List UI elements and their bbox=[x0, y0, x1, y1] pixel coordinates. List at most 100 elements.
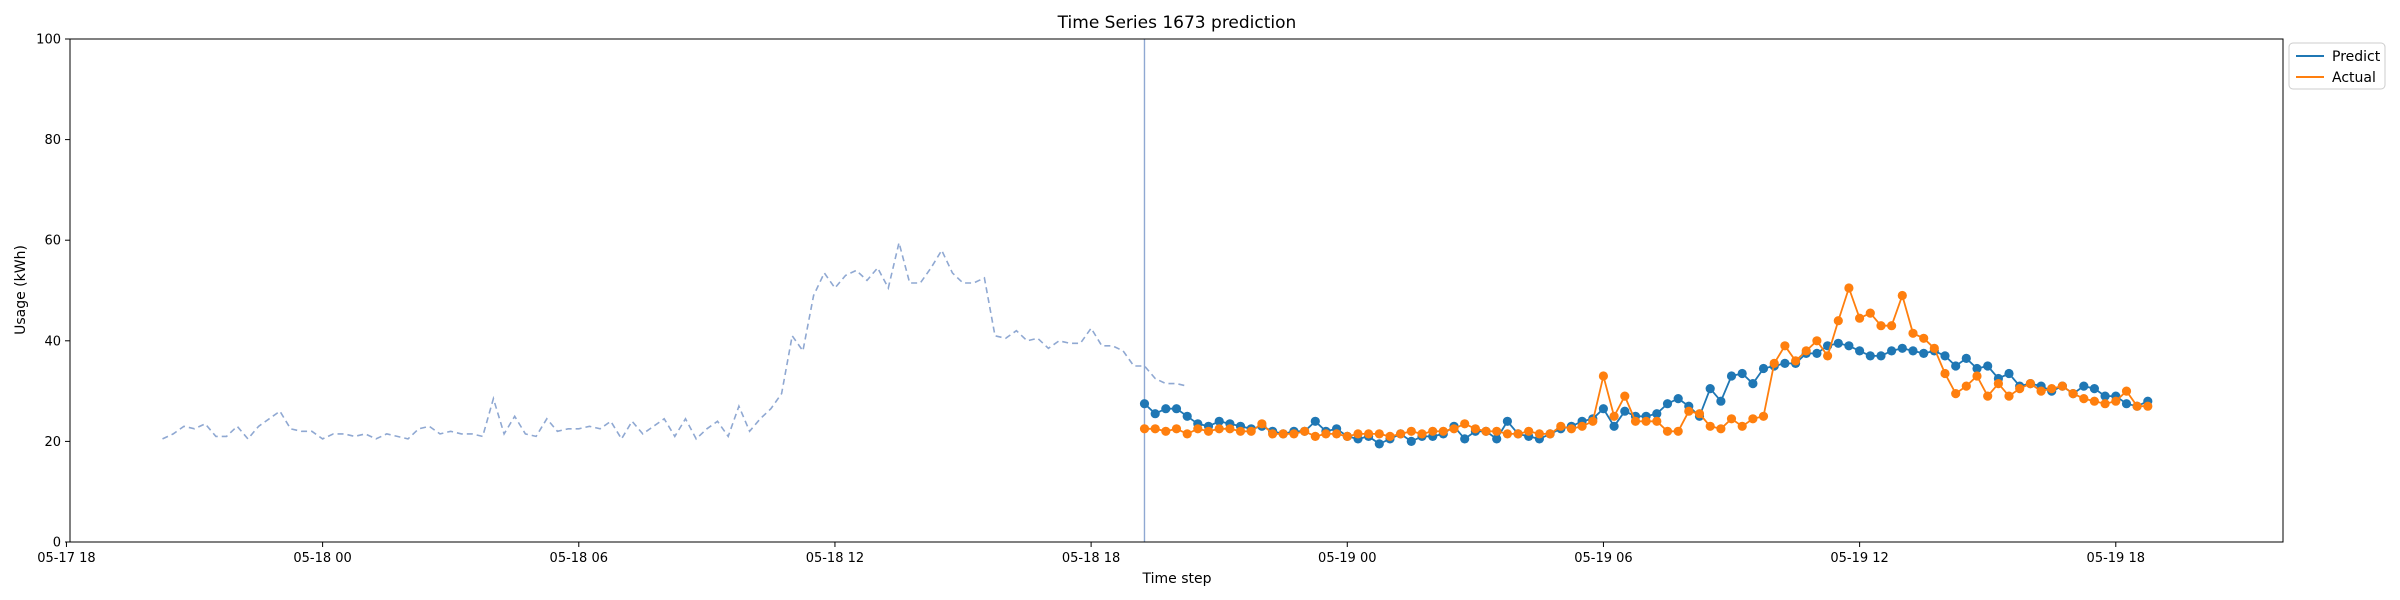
data-point bbox=[2047, 384, 2057, 394]
data-point bbox=[1865, 308, 1875, 318]
series-layer bbox=[1139, 283, 2153, 449]
data-point bbox=[1876, 321, 1886, 331]
x-tick-label: 05-18 18 bbox=[1062, 551, 1120, 566]
data-point bbox=[1620, 406, 1630, 416]
data-point bbox=[1641, 416, 1651, 426]
data-point bbox=[1289, 429, 1299, 439]
data-point bbox=[1577, 421, 1587, 431]
data-point bbox=[1502, 416, 1512, 426]
data-point bbox=[1972, 371, 1982, 381]
data-point bbox=[1310, 416, 1320, 426]
data-point bbox=[1780, 358, 1790, 368]
data-point bbox=[1513, 429, 1523, 439]
data-point bbox=[1203, 426, 1214, 436]
data-point bbox=[1492, 434, 1502, 444]
data-point bbox=[1460, 419, 1470, 429]
data-point bbox=[1705, 384, 1715, 394]
data-point bbox=[1908, 328, 1918, 338]
x-tick-label: 05-19 12 bbox=[1830, 551, 1888, 566]
x-tick-label: 05-19 18 bbox=[2087, 551, 2145, 566]
data-point bbox=[1481, 426, 1491, 436]
data-point bbox=[1919, 348, 1929, 358]
history-line bbox=[162, 242, 1188, 441]
data-point bbox=[1748, 414, 1758, 424]
data-point bbox=[1278, 429, 1288, 439]
y-tick-label: 20 bbox=[44, 435, 61, 450]
data-point bbox=[1268, 429, 1278, 439]
y-tick-label: 100 bbox=[36, 33, 61, 48]
data-point bbox=[1876, 351, 1886, 361]
plot-area bbox=[70, 39, 2283, 542]
data-point bbox=[1214, 416, 1224, 426]
data-point bbox=[1940, 368, 1950, 379]
data-point bbox=[2111, 396, 2121, 406]
data-point bbox=[1609, 421, 1619, 431]
data-point bbox=[1438, 426, 1448, 436]
data-point bbox=[1897, 343, 1907, 353]
data-point bbox=[2121, 399, 2132, 409]
y-tick-label: 60 bbox=[44, 234, 61, 249]
data-point bbox=[1364, 429, 1374, 439]
data-point bbox=[1919, 333, 1929, 343]
x-tick-label: 05-18 00 bbox=[293, 551, 351, 566]
data-point bbox=[1748, 379, 1758, 389]
data-point bbox=[1951, 389, 1961, 399]
data-point bbox=[1460, 434, 1470, 444]
data-point bbox=[1726, 371, 1737, 381]
data-point bbox=[1310, 431, 1320, 441]
data-point bbox=[1609, 411, 1619, 421]
data-point bbox=[1182, 411, 1192, 421]
data-point bbox=[2089, 384, 2099, 394]
data-point bbox=[1897, 290, 1907, 301]
data-point bbox=[2068, 389, 2078, 399]
data-point bbox=[1428, 426, 1438, 436]
data-point bbox=[1673, 426, 1683, 436]
data-point bbox=[1855, 346, 1865, 356]
data-point bbox=[1225, 424, 1235, 434]
data-point bbox=[1684, 406, 1694, 416]
data-point bbox=[1983, 361, 1993, 371]
data-point bbox=[1620, 391, 1630, 401]
data-point bbox=[1961, 353, 1971, 363]
x-axis-label: Time step bbox=[1142, 571, 1212, 587]
data-point bbox=[1769, 358, 1779, 368]
data-point bbox=[1214, 424, 1224, 434]
data-point bbox=[1193, 424, 1203, 434]
axes: 0 20 40 60 80 100 05-17 18 05-18 00 05-18 06 05-1… bbox=[36, 33, 2284, 566]
data-point bbox=[1502, 429, 1512, 439]
series-actual bbox=[1139, 283, 2153, 441]
data-point bbox=[1758, 363, 1769, 374]
x-tick-label: 05-17 18 bbox=[37, 551, 95, 566]
data-point bbox=[1951, 361, 1961, 371]
data-point bbox=[1396, 429, 1406, 439]
data-point bbox=[1492, 426, 1502, 436]
data-point bbox=[1598, 404, 1608, 414]
data-point bbox=[1182, 429, 1192, 439]
data-point bbox=[1705, 421, 1715, 431]
data-point bbox=[1150, 409, 1160, 419]
data-point bbox=[1961, 381, 1971, 391]
data-point bbox=[1855, 313, 1865, 323]
data-point bbox=[1737, 368, 1747, 379]
data-point bbox=[1566, 424, 1576, 434]
data-point bbox=[1139, 424, 1150, 434]
data-point bbox=[1406, 436, 1416, 446]
data-point bbox=[1171, 404, 1182, 414]
y-axis-label: Usage (kWh) bbox=[13, 245, 29, 335]
data-point bbox=[2100, 391, 2110, 401]
data-point bbox=[1983, 391, 1993, 401]
data-point bbox=[1908, 346, 1918, 356]
plot-background bbox=[70, 39, 2283, 542]
data-point bbox=[2036, 386, 2046, 396]
data-point bbox=[1171, 424, 1182, 434]
data-point bbox=[1844, 341, 1854, 351]
data-point bbox=[1524, 426, 1534, 436]
data-point bbox=[1812, 336, 1822, 346]
x-tick-label: 05-18 12 bbox=[806, 551, 864, 566]
data-point bbox=[1300, 426, 1310, 436]
data-point bbox=[1150, 424, 1160, 434]
data-point bbox=[2015, 384, 2025, 394]
data-point bbox=[2121, 386, 2132, 396]
data-point bbox=[1993, 379, 2003, 389]
data-point bbox=[1406, 426, 1416, 436]
